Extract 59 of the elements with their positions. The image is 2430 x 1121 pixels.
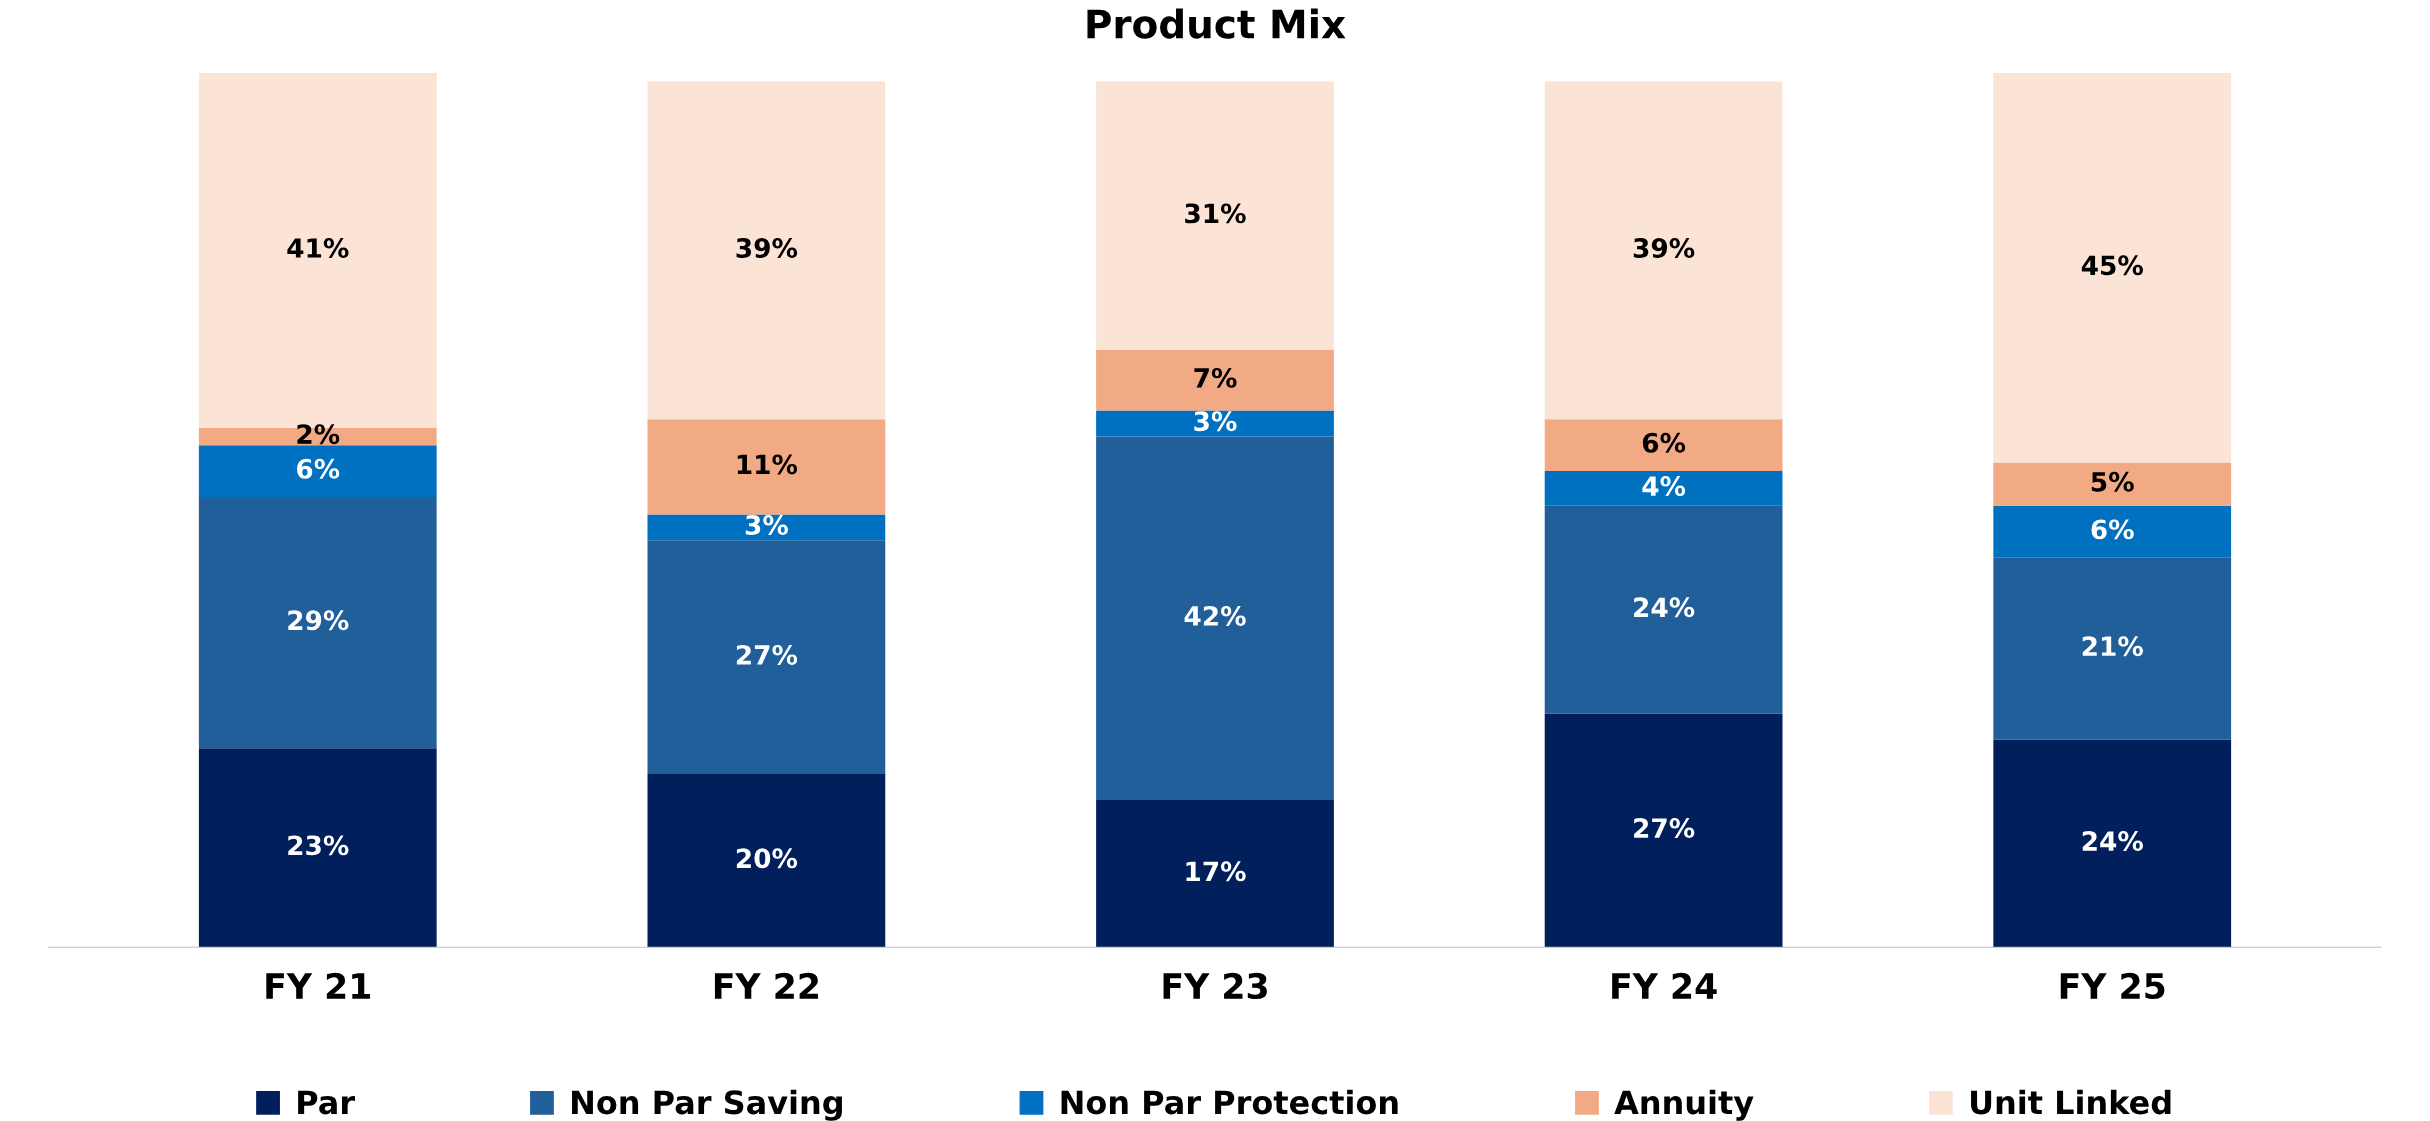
- data-label: 41%: [287, 238, 349, 258]
- bar: [1096, 349, 1334, 411]
- data-label: 17%: [1186, 861, 1246, 882]
- x-tick-label: FY 21: [266, 972, 371, 999]
- legend-label: Non Par Saving: [572, 1089, 842, 1121]
- legend-label: Unit Linked: [1971, 1089, 2171, 1115]
- data-label: 6%: [2091, 519, 2134, 540]
- data-label: 23%: [288, 835, 349, 856]
- data-label: 5%: [2091, 471, 2134, 492]
- bar: [1096, 81, 1334, 350]
- bar: [1096, 410, 1334, 437]
- x-tick-label: FY 25: [2060, 972, 2165, 1000]
- legend-label: Annuity: [1614, 1089, 1754, 1121]
- data-label: 3%: [745, 515, 788, 536]
- data-label: 6%: [297, 458, 340, 479]
- data-label: 27%: [1634, 818, 1695, 839]
- data-label: 2%: [297, 424, 340, 445]
- bar: [1993, 739, 2232, 948]
- x-tick-label: FY 24: [1612, 972, 1717, 999]
- data-label: 27%: [736, 644, 798, 665]
- bar: [198, 445, 437, 498]
- bar: [647, 514, 886, 541]
- bar: [1096, 436, 1334, 801]
- data-label: 6%: [1642, 432, 1686, 453]
- bar: [647, 81, 886, 420]
- bar: [647, 419, 886, 515]
- legend-label: Non Par Protection: [1061, 1089, 1398, 1115]
- bar: [198, 748, 437, 948]
- bar: [1993, 462, 2232, 506]
- bar: [1544, 471, 1783, 506]
- bar: [1544, 419, 1783, 472]
- data-label: 39%: [736, 238, 798, 258]
- data-label: 11%: [737, 454, 798, 475]
- bar: [1993, 557, 2232, 740]
- data-label: 24%: [1634, 597, 1695, 618]
- data-label: 29%: [288, 610, 349, 631]
- bar: [1096, 800, 1334, 948]
- bar: [1993, 505, 2232, 558]
- data-label: 3%: [1194, 411, 1237, 432]
- data-label: 31%: [1185, 203, 1246, 224]
- data-label: 45%: [2081, 255, 2143, 276]
- x-tick-label: FY 23: [1163, 972, 1267, 1000]
- x-tick-label: FY 22: [714, 972, 818, 999]
- data-label: 7%: [1194, 367, 1237, 388]
- data-label: 20%: [736, 848, 798, 869]
- bar: [1544, 81, 1783, 420]
- bar: [647, 540, 886, 775]
- bar: [198, 497, 437, 749]
- data-label: 21%: [2082, 636, 2143, 657]
- bar: [1544, 505, 1783, 714]
- data-label: 4%: [1642, 476, 1686, 497]
- bar: [1993, 72, 2232, 463]
- data-label: 42%: [1184, 605, 1246, 626]
- data-label: 39%: [1633, 238, 1695, 258]
- chart-title: Product Mix: [1087, 8, 1346, 39]
- bar: [1544, 713, 1783, 948]
- bar: [647, 774, 886, 948]
- legend-label: Par: [298, 1090, 355, 1115]
- data-label: 24%: [2082, 831, 2143, 852]
